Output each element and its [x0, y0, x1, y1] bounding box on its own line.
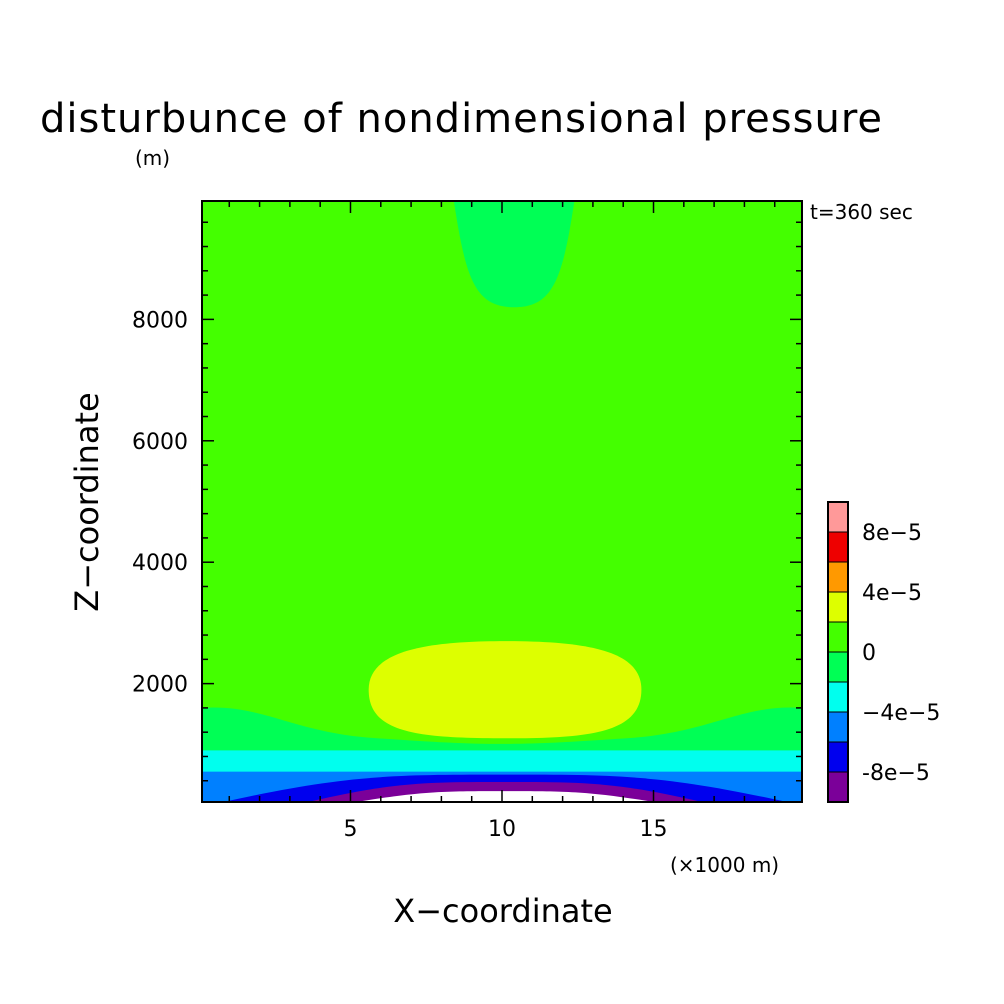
x-axis-label: X−coordinate: [393, 892, 612, 930]
y-unit-label: (m): [135, 146, 170, 170]
colorbar: -8e−5 −4e−5 0 4e−5 8e−5: [827, 501, 940, 803]
contour-yellow-bubble: [368, 641, 642, 739]
y-tick-label: 2000: [132, 673, 188, 698]
x-tick-label: 15: [640, 817, 668, 842]
colorbar-swatch: [827, 621, 849, 653]
colorbar-swatch: [827, 591, 849, 623]
contour-upper-lobe: [453, 201, 575, 308]
colorbar-label: -8e−5: [862, 761, 930, 786]
colorbar-swatch: [827, 501, 849, 533]
colorbar-swatch: [827, 771, 849, 803]
axes: 5 10 15 2000 4000 6000 8000: [132, 200, 803, 842]
colorbar-swatch: [827, 651, 849, 683]
x-tick-label: 10: [488, 817, 516, 842]
colorbar-swatch: [827, 741, 849, 773]
y-axis-label: Z−coordinate: [68, 392, 106, 611]
colorbar-swatch: [827, 711, 849, 743]
colorbar-label: 8e−5: [862, 521, 922, 546]
colorbar-label: −4e−5: [862, 701, 940, 726]
plot-area: [202, 201, 802, 802]
y-tick-label: 8000: [132, 308, 188, 333]
contour-fills: [202, 201, 802, 802]
colorbar-label: 4e−5: [862, 581, 922, 606]
colorbar-swatch: [827, 681, 849, 713]
chart-title: disturbunce of nondimensional pressure: [40, 96, 883, 142]
y-tick-label: 4000: [132, 551, 188, 576]
y-tick-label: 6000: [132, 430, 188, 455]
x-unit-label: (×1000 m): [670, 853, 779, 877]
x-tick-label: 5: [343, 817, 357, 842]
colorbar-frame: [827, 501, 849, 803]
contour-white-dome: [356, 791, 654, 802]
colorbar-swatch: [827, 561, 849, 593]
colorbar-label: 0: [862, 641, 876, 666]
time-label: t=360 sec: [810, 200, 913, 224]
colorbar-swatch: [827, 531, 849, 563]
